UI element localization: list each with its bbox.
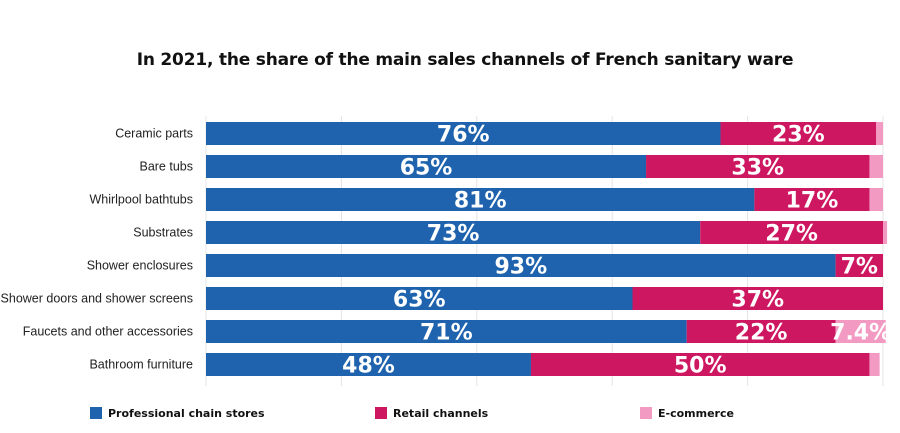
bar-segment bbox=[700, 221, 883, 244]
bar-segment bbox=[835, 254, 883, 277]
bar-segment bbox=[869, 353, 880, 376]
chart-title: In 2021, the share of the main sales cha… bbox=[136, 50, 794, 70]
category-label: Shower doors and shower screens bbox=[1, 292, 193, 306]
category-label: Bathroom furniture bbox=[89, 358, 193, 372]
category-labels: Ceramic parts Bare tubs Whirlpool bathtubs… bbox=[1, 127, 194, 372]
data-label: 17% bbox=[786, 189, 839, 214]
bar-segment bbox=[876, 122, 883, 145]
bar-segment bbox=[206, 320, 687, 343]
legend-swatch bbox=[375, 407, 387, 419]
data-label: 23% bbox=[772, 123, 825, 148]
bar-segment bbox=[206, 188, 755, 211]
bar-segment bbox=[206, 353, 531, 376]
data-label: 7% bbox=[841, 255, 878, 280]
bar-segment bbox=[206, 287, 633, 310]
data-label: 48% bbox=[342, 354, 395, 379]
data-label: 73% bbox=[427, 222, 480, 247]
legend: Professional chain stores Retail channels… bbox=[90, 407, 734, 420]
bar-segment bbox=[206, 254, 836, 277]
category-label: Bare tubs bbox=[139, 160, 193, 174]
bar-segment bbox=[686, 320, 836, 343]
bar-segment bbox=[206, 155, 647, 178]
data-label: 81% bbox=[454, 189, 507, 214]
bars bbox=[206, 122, 888, 376]
category-label: Ceramic parts bbox=[115, 127, 193, 141]
legend-swatch bbox=[640, 407, 652, 419]
data-label: 33% bbox=[731, 156, 784, 181]
legend-label: Professional chain stores bbox=[108, 407, 265, 420]
data-label: 50% bbox=[674, 354, 727, 379]
bar-segment bbox=[869, 155, 883, 178]
data-label: 76% bbox=[437, 123, 490, 148]
bar-segment bbox=[632, 287, 883, 310]
data-label: 22% bbox=[735, 321, 788, 346]
data-label: 27% bbox=[765, 222, 818, 247]
bar-segment bbox=[835, 320, 886, 343]
data-label: 65% bbox=[400, 156, 453, 181]
category-label: Shower enclosures bbox=[87, 259, 193, 273]
data-label: 71% bbox=[420, 321, 473, 346]
category-label: Substrates bbox=[133, 226, 193, 240]
bar-segment bbox=[530, 353, 870, 376]
data-label: 63% bbox=[393, 288, 446, 313]
bar-segment bbox=[720, 122, 877, 145]
category-label: Faucets and other accessories bbox=[23, 325, 193, 339]
bar-segment bbox=[646, 155, 870, 178]
legend-swatch bbox=[90, 407, 102, 419]
bar-segment bbox=[206, 122, 721, 145]
legend-label: E-commerce bbox=[658, 407, 734, 420]
data-label: 37% bbox=[731, 288, 784, 313]
bar-segment bbox=[869, 188, 883, 211]
category-label: Whirlpool bathtubs bbox=[89, 193, 193, 207]
bar-segment bbox=[754, 188, 870, 211]
value-labels: 76% 23% 65% 33% 81% 17% 73% 27% 93% 7% 63% 37% 71% 22… bbox=[342, 123, 891, 379]
bar-segment bbox=[883, 221, 888, 244]
data-label: 7.4% bbox=[830, 321, 891, 346]
legend-label: Retail channels bbox=[393, 407, 489, 420]
data-label: 93% bbox=[494, 255, 547, 280]
bar-segment bbox=[206, 221, 701, 244]
